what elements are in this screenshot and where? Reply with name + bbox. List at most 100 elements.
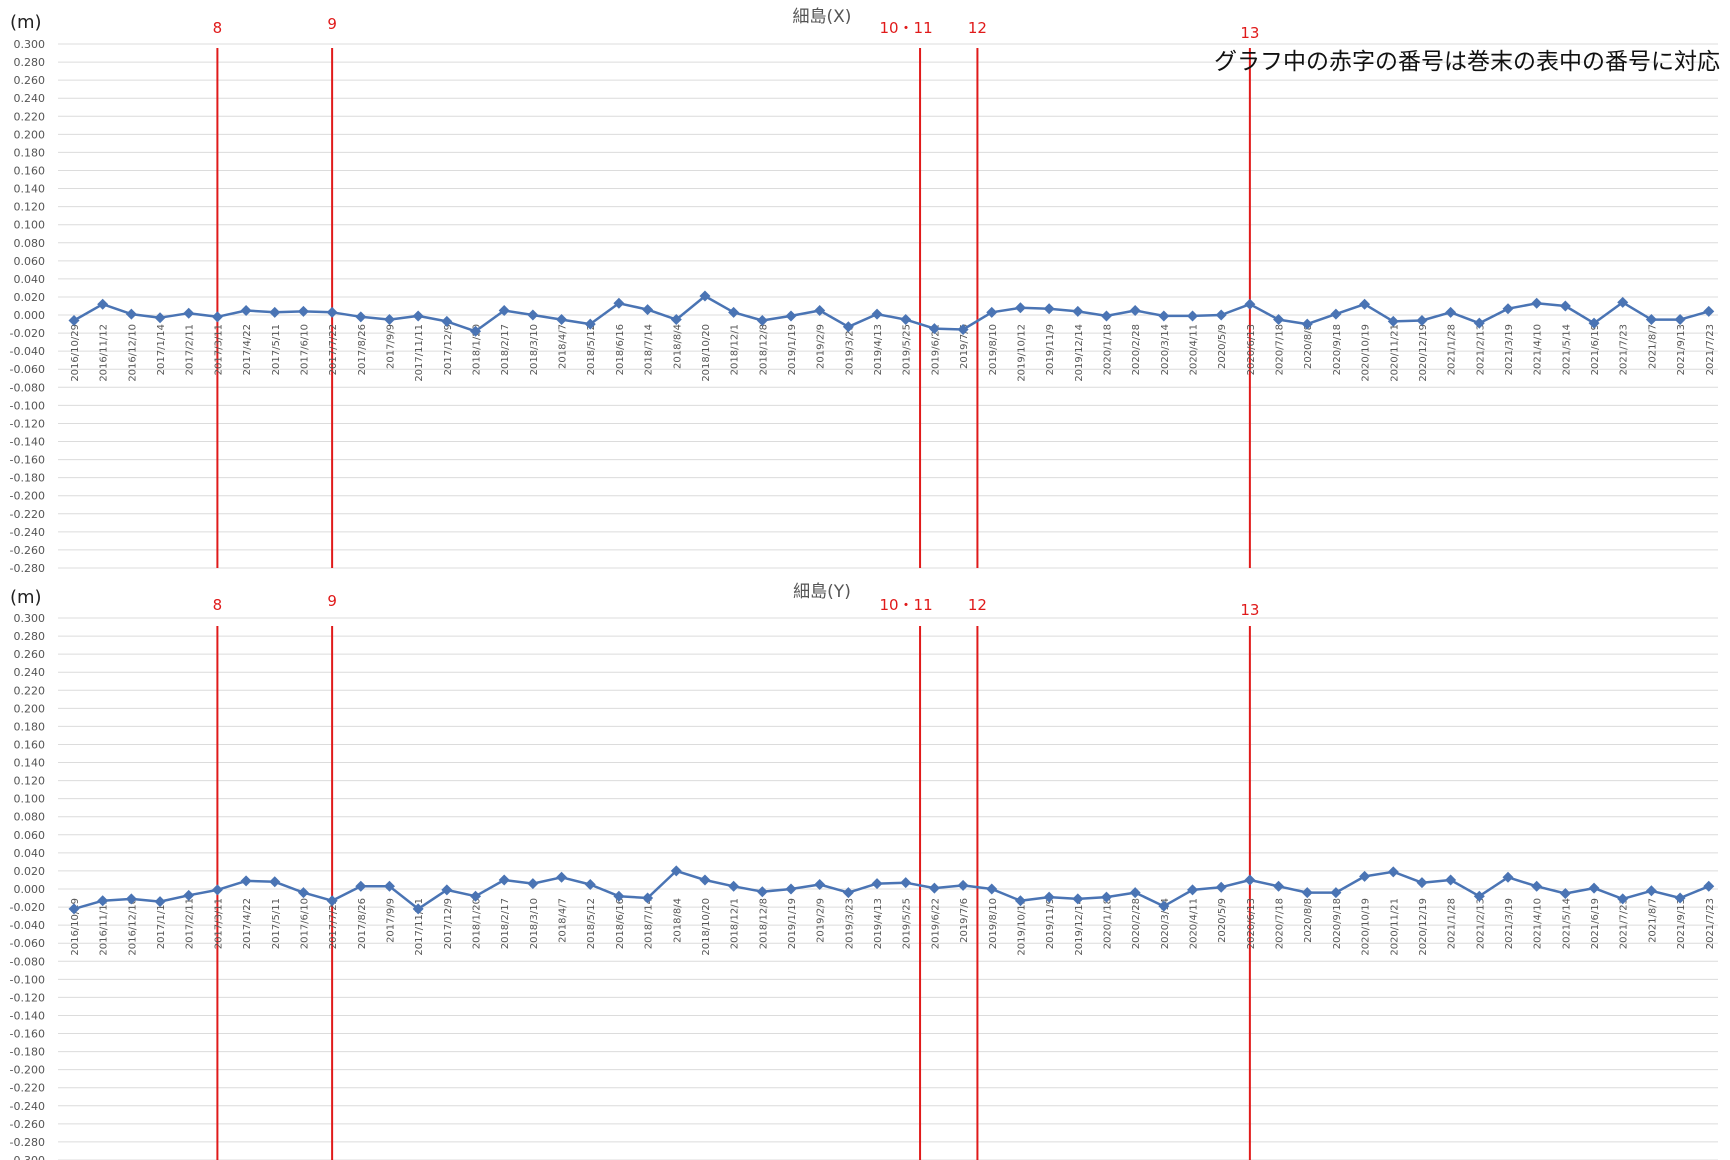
data-point [527,309,539,321]
x-tick-label: 2020/9/18 [1332,324,1343,375]
y-tick-label: -0.260 [10,544,45,557]
gridlines [58,617,1718,1160]
y-tick-label: -0.220 [10,1082,45,1095]
data-point [441,315,453,327]
data-point [1158,900,1170,912]
x-tick-label: 2020/5/9 [1217,324,1228,369]
x-tick-label: 2017/2/11 [185,898,196,949]
y-tick-label: 0.000 [14,309,46,322]
data-point [613,890,625,902]
data-point [1273,880,1285,892]
x-tick-label: 2019/5/25 [902,898,913,949]
x-tick-label: 2019/4/13 [873,898,884,949]
data-point [269,876,281,888]
x-tick-label: 2019/11/9 [1045,898,1056,949]
data-point [1359,870,1371,882]
y-tick-label: -0.280 [10,1136,45,1149]
y-tick-label: 0.020 [14,865,46,878]
x-tick-label: 2018/12/1 [730,324,741,375]
x-tick-label: 2018/4/7 [558,898,569,943]
data-point [1645,885,1657,897]
data-point [1531,880,1543,892]
x-tick-label: 2020/12/19 [1418,898,1429,956]
data-point [900,314,912,326]
x-tick-label: 2020/11/21 [1389,324,1400,382]
y-tick-label: 0.160 [14,738,46,751]
x-tick-label: 2018/12/1 [730,898,741,949]
data-point [1072,305,1084,317]
event-label: 10・11 [879,19,932,37]
x-tick-label: 2017/3/11 [213,324,224,375]
y-tick-label: -0.140 [10,1009,45,1022]
data-point [928,323,940,335]
y-tick-label: -0.160 [10,454,45,467]
x-tick-label: 2018/3/10 [529,898,540,949]
x-tick-label: 2018/12/8 [758,324,769,375]
x-tick-label: 2017/6/10 [299,898,310,949]
data-point [1445,306,1457,318]
x-tick-label: 2018/7/14 [644,898,655,949]
y-tick-label: 0.180 [14,720,46,733]
x-tick-label: 2021/4/10 [1533,898,1544,949]
data-point [68,314,80,326]
y-tick-label: -0.240 [10,1100,45,1113]
x-tick-label: 2019/3/23 [844,898,855,949]
data-point [1100,891,1112,903]
data-point [1273,314,1285,326]
data-point [68,903,80,915]
annotation-note: グラフ中の赤字の番号は巻末の表中の番号に対応 [1214,49,1720,75]
y-tick-label: 0.260 [14,74,46,87]
x-tick-label: 2020/4/11 [1189,898,1200,949]
data-point [699,874,711,886]
x-tick-label: 2021/4/10 [1533,324,1544,375]
data-point [498,874,510,886]
data-point [556,871,568,883]
x-tick-label: 2017/7/22 [328,324,339,375]
data-point [1588,882,1600,894]
y-tick-label: 0.120 [14,775,46,788]
data-point [498,305,510,317]
data-point [1645,314,1657,326]
data-point [1301,318,1313,330]
data-point [871,878,883,890]
chart-panel-y: 細島(Y) (m) 0.300 0.280 0.260 0.240 0.220 0.200… [10,582,1718,1160]
x-tick-label: 2020/4/11 [1189,324,1200,375]
unit-label: (m) [10,12,42,33]
x-tick-label: 2019/5/25 [902,324,913,375]
data-point [1703,880,1715,892]
event-label: 12 [968,19,987,37]
event-label: 13 [1240,24,1259,42]
x-tick-label: 2019/2/9 [816,898,827,943]
x-tick-label: 2019/3/23 [844,324,855,375]
x-tick-label: 2019/8/10 [988,324,999,375]
data-point [1674,892,1686,904]
x-tick-label: 2020/2/28 [1131,898,1142,949]
data-point [670,865,682,877]
x-tick-label: 2019/6/22 [930,324,941,375]
y-tick-label: -0.100 [10,399,45,412]
x-tick-label: 2017/1/14 [156,324,167,375]
data-point [154,312,166,324]
data-point [211,884,223,896]
y-tick-label: 0.200 [14,702,46,715]
x-tick-label: 2017/6/10 [299,324,310,375]
x-tick-label: 2021/2/13 [1475,324,1486,375]
data-point [470,325,482,337]
x-tick-label: 2021/6/19 [1590,898,1601,949]
data-point [1100,310,1112,322]
data-point [383,880,395,892]
x-tick-label: 2017/5/11 [271,898,282,949]
y-tick-label: -0.080 [10,955,45,968]
y-tick-label: 0.280 [14,56,46,69]
y-tick-label: 0.220 [14,110,46,123]
x-tick-label: 2018/4/7 [558,324,569,369]
data-point [297,305,309,317]
y-tick-label: -0.260 [10,1118,45,1131]
x-tick-label: 2019/12/14 [1074,324,1085,382]
x-tick-label: 2017/4/22 [242,324,253,375]
x-tick-label: 2016/10/29 [70,324,81,382]
data-point [613,297,625,309]
data-point [183,889,195,901]
y-tick-label: -0.020 [10,901,45,914]
